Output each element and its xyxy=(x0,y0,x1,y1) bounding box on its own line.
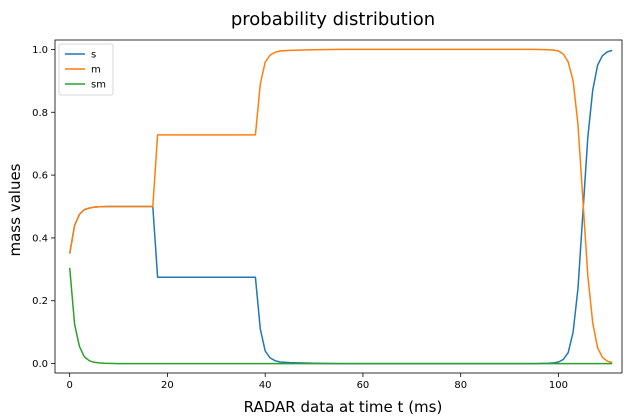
series-line-m xyxy=(68,48,613,364)
x-tick-label: 100 xyxy=(549,380,568,391)
y-tick-label: 0.4 xyxy=(32,233,48,244)
y-tick-label: 1.0 xyxy=(32,45,48,56)
x-tick-label: 20 xyxy=(161,380,174,391)
legend-label-m: m xyxy=(91,65,101,76)
axes-frame xyxy=(54,39,623,374)
axis-ticks: 0 20 40 60 80 100 0.0 0.2 0.4 0.6 0.8 1.0 xyxy=(32,45,568,391)
legend-label-sm: sm xyxy=(91,80,106,91)
y-axis-label: mass values xyxy=(6,163,24,256)
plot-area xyxy=(54,39,623,374)
series-line-sm xyxy=(68,267,613,365)
legend-label-s: s xyxy=(91,50,96,61)
x-tick-label: 0 xyxy=(66,380,72,391)
legend-box xyxy=(58,43,114,96)
y-tick-label: 0.6 xyxy=(32,171,48,182)
legend: sm sm xyxy=(58,43,114,96)
y-tick-label: 0.2 xyxy=(32,296,48,307)
y-tick-label: 0.8 xyxy=(32,108,48,119)
x-tick-label: 80 xyxy=(454,380,467,391)
x-axis-label: RADAR data at time t (ms) xyxy=(244,398,443,416)
y-tick-label: 0.0 xyxy=(32,359,48,370)
x-tick-label: 60 xyxy=(357,380,370,391)
chart-title: probability distribution xyxy=(231,9,435,30)
x-tick-label: 40 xyxy=(259,380,272,391)
